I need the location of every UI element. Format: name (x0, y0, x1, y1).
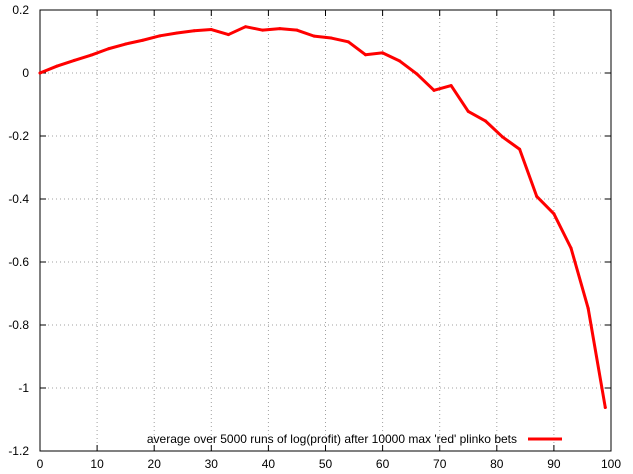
data-point (518, 147, 522, 151)
data-point (89, 53, 93, 57)
x-tick-label: 70 (433, 457, 447, 471)
data-point (346, 40, 350, 44)
y-tick-label: 0 (22, 66, 29, 80)
x-tick-label: 30 (205, 457, 219, 471)
data-point (192, 29, 196, 33)
y-tick-label: -0.8 (8, 318, 29, 332)
grid-lines (40, 10, 611, 451)
data-point (415, 72, 419, 76)
data-point (552, 212, 556, 216)
x-tick-label: 60 (376, 457, 390, 471)
data-point (175, 31, 179, 35)
legend: average over 5000 runs of log(profit) af… (147, 432, 562, 446)
y-tick-label: 0.2 (12, 3, 29, 17)
data-point (363, 53, 367, 57)
x-tick-label: 0 (37, 457, 44, 471)
data-point (603, 406, 607, 410)
data-point (124, 42, 128, 46)
data-point (158, 34, 162, 38)
data-point (501, 135, 505, 139)
x-tick-label: 50 (319, 457, 333, 471)
data-point (466, 109, 470, 113)
data-point (107, 47, 111, 51)
legend-label: average over 5000 runs of log(profit) af… (147, 432, 517, 446)
data-point (261, 28, 265, 32)
data-point (483, 119, 487, 123)
series-group (38, 25, 607, 410)
data-point (278, 27, 282, 31)
data-point (329, 36, 333, 40)
data-point (449, 84, 453, 88)
y-axis-ticks: 0.2 0 -0.2 -0.4 -0.6 -0.8 -1 -1.2 (8, 3, 611, 458)
data-point (432, 88, 436, 92)
x-axis-ticks: 0 10 20 30 40 50 60 70 80 90 100 (37, 10, 621, 471)
data-point (398, 59, 402, 63)
x-tick-label: 100 (601, 457, 621, 471)
y-tick-label: -1 (18, 381, 29, 395)
x-tick-label: 40 (262, 457, 276, 471)
y-tick-label: -0.4 (8, 192, 29, 206)
y-tick-label: -1.2 (8, 444, 29, 458)
x-tick-label: 90 (547, 457, 561, 471)
data-point (381, 51, 385, 55)
x-tick-label: 10 (90, 457, 104, 471)
series-line (38, 25, 607, 410)
data-point (586, 306, 590, 310)
data-point (569, 246, 573, 250)
x-tick-label: 20 (148, 457, 162, 471)
data-point (312, 34, 316, 38)
data-point (535, 194, 539, 198)
data-point (141, 38, 145, 42)
data-point (72, 58, 76, 62)
y-tick-label: -0.6 (8, 255, 29, 269)
data-point (244, 25, 248, 29)
x-tick-label: 80 (490, 457, 504, 471)
data-point (209, 28, 213, 32)
data-point (55, 64, 59, 68)
data-point (226, 33, 230, 37)
data-point (295, 28, 299, 32)
y-tick-label: -0.2 (8, 129, 29, 143)
data-point (38, 71, 42, 75)
